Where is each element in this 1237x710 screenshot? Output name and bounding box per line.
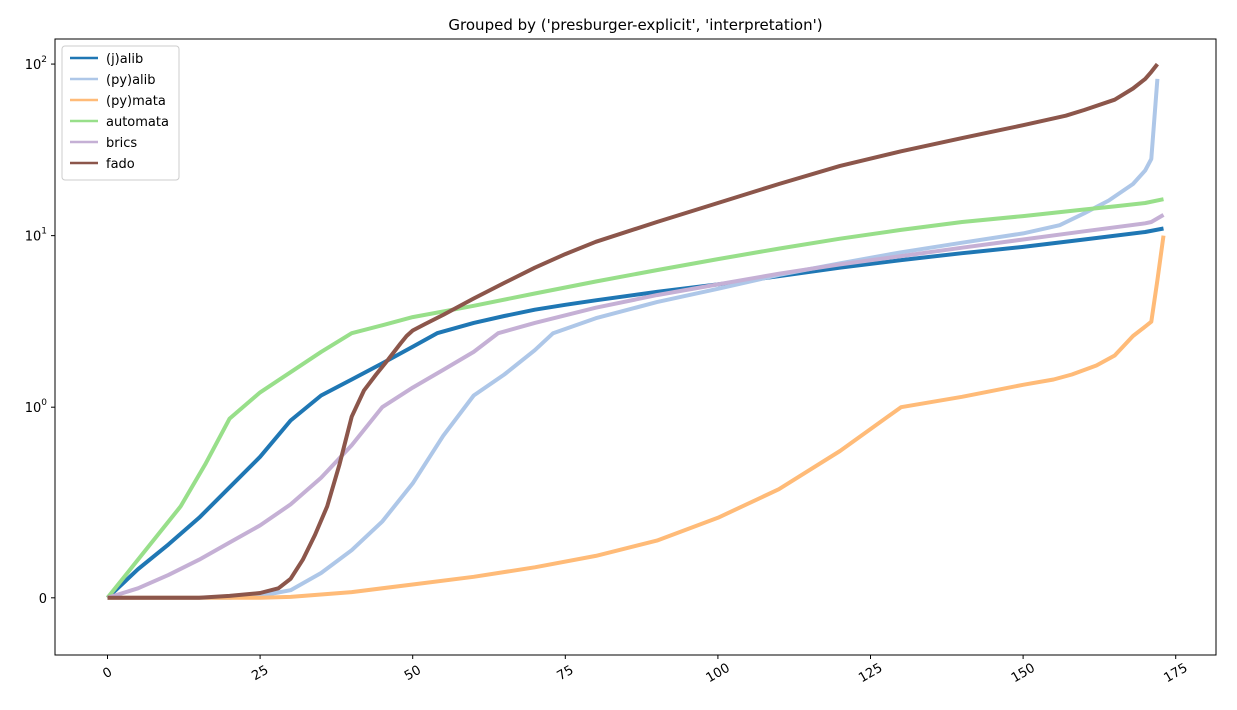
legend-label: automata: [106, 115, 169, 130]
x-tick-label: 75: [555, 663, 577, 684]
chart-title: Grouped by ('presburger-explicit', 'inte…: [448, 16, 822, 34]
legend-label: (j)alib: [106, 52, 143, 67]
legend-label: fado: [106, 157, 135, 172]
y-tick-label: 100: [25, 398, 48, 416]
series-line-0: [106, 226, 1164, 600]
legend-label: (py)mata: [106, 94, 166, 109]
y-tick-label: 0: [39, 592, 47, 607]
legend: (j)alib (py)alib (py)mata automata brics fado: [61, 45, 180, 181]
series-line-4: [106, 213, 1165, 600]
series-line-2: [107, 235, 1166, 600]
series-line-5: [107, 62, 1159, 600]
plot-frame: [54, 38, 1217, 656]
legend-label: brics: [106, 136, 137, 151]
y-axis: 0 100 101 102: [25, 55, 55, 607]
x-tick-label: 50: [402, 663, 424, 684]
legend-label: (py)alib: [106, 73, 156, 88]
y-tick-label: 102: [25, 55, 47, 73]
series-layer: [105, 62, 1166, 600]
series-line-3: [105, 197, 1164, 600]
y-tick-label: 101: [25, 227, 47, 245]
x-tick-label: 25: [249, 663, 271, 684]
